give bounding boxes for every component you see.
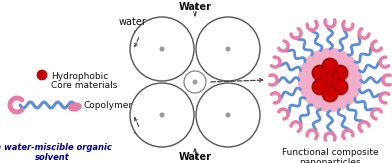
Circle shape bbox=[225, 46, 230, 52]
Text: Hydrophobic: Hydrophobic bbox=[51, 72, 108, 81]
Circle shape bbox=[322, 86, 338, 102]
Circle shape bbox=[192, 80, 198, 84]
Circle shape bbox=[160, 112, 165, 118]
Circle shape bbox=[130, 83, 194, 147]
Circle shape bbox=[312, 79, 328, 95]
Text: Core materials: Core materials bbox=[51, 81, 117, 90]
Text: water: water bbox=[119, 17, 147, 27]
Text: Water: Water bbox=[178, 2, 212, 12]
Circle shape bbox=[312, 65, 328, 81]
Circle shape bbox=[160, 46, 165, 52]
Circle shape bbox=[332, 65, 348, 81]
Circle shape bbox=[322, 72, 338, 88]
Text: Copolymer: Copolymer bbox=[84, 102, 133, 111]
Circle shape bbox=[322, 58, 338, 74]
Text: In water-miscible organic
solvent: In water-miscible organic solvent bbox=[0, 143, 112, 162]
Circle shape bbox=[196, 83, 260, 147]
Circle shape bbox=[225, 112, 230, 118]
Text: Functional composite
nanoparticles: Functional composite nanoparticles bbox=[282, 148, 378, 163]
Circle shape bbox=[130, 17, 194, 81]
Ellipse shape bbox=[68, 102, 82, 112]
Circle shape bbox=[298, 48, 362, 112]
Text: Water: Water bbox=[178, 152, 212, 162]
Circle shape bbox=[196, 17, 260, 81]
Circle shape bbox=[184, 71, 206, 93]
Circle shape bbox=[37, 70, 47, 80]
Circle shape bbox=[332, 79, 348, 95]
